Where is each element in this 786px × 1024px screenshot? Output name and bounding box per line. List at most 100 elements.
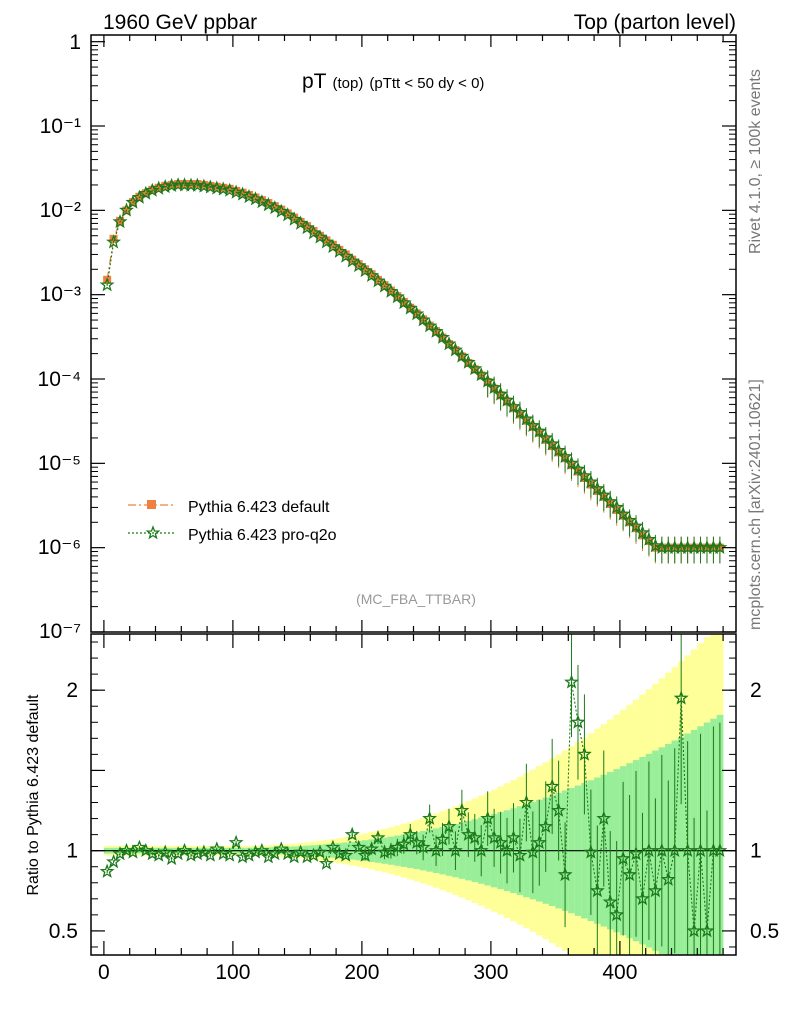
ratio-y-tick-1-left: 1 (66, 840, 78, 863)
legend-marker-square (147, 500, 156, 509)
ratio-point-star (125, 844, 141, 859)
data-point-star (506, 398, 521, 413)
ratio-point-star (712, 842, 728, 857)
ratio-point-star (338, 847, 354, 862)
data-point-star (409, 306, 425, 321)
data-point-star (222, 182, 238, 197)
ratio-point-star (131, 839, 147, 854)
data-point-square (161, 181, 170, 190)
title-cut: (pTtt < 50 dy < 0) (369, 75, 484, 92)
data-point-square (374, 275, 383, 284)
ratio-point-star (576, 746, 592, 761)
data-point-square (257, 196, 266, 205)
data-point-star (396, 294, 412, 310)
ratio-point-star (460, 826, 476, 842)
ratio-point-star (544, 778, 560, 793)
ratio-point-star (557, 866, 573, 882)
data-point-square (309, 226, 318, 235)
data-point-star (125, 194, 141, 209)
x-tick-0: 0 (98, 961, 110, 984)
ratio-point-star (415, 839, 431, 854)
data-point-star (299, 219, 315, 235)
ratio-point-star (467, 829, 483, 845)
ratio-point-star (228, 834, 244, 849)
data-point-star (402, 300, 418, 315)
data-point-star (576, 468, 592, 483)
data-point-star (286, 211, 302, 226)
data-point-star (370, 273, 386, 288)
y-tick-label-1e-2: 10⁻² (40, 199, 81, 222)
data-point-star (228, 184, 244, 199)
data-point-star (525, 417, 541, 433)
data-point-star (583, 474, 599, 489)
data-point-star (544, 436, 560, 451)
data-point-star (480, 373, 496, 388)
data-point-star (248, 191, 263, 206)
ratio-point-star (518, 794, 534, 809)
data-point-square (322, 236, 331, 245)
data-point-star (196, 178, 212, 193)
ratio-y-tick-0.5-right: 0.5 (750, 920, 779, 943)
ratio-point-star (609, 907, 625, 922)
ratio-point-star (647, 882, 663, 898)
analysis-tag: (MC_FBA_TTBAR) (356, 591, 476, 607)
x-tick-labels: 0 100 200 300 400 (98, 961, 637, 984)
ratio-point-star (583, 844, 599, 859)
data-point-star (589, 480, 605, 496)
ratio-point-star (686, 923, 702, 938)
ratio-point-star (564, 674, 579, 689)
ratio-point-star (699, 923, 715, 938)
ratio-point-star (402, 826, 418, 842)
data-point-star (241, 188, 257, 204)
data-point-square (367, 270, 376, 279)
data-point-star (273, 203, 289, 218)
series-line (106, 184, 720, 549)
y-tick-label-1e-5: 10⁻⁵ (38, 452, 81, 475)
ratio-point-star (551, 802, 567, 817)
data-point-square (386, 286, 395, 295)
data-point-star (157, 178, 173, 194)
y-tick-label-1: 1 (69, 31, 81, 54)
data-point-square (315, 231, 324, 240)
data-point-star (454, 348, 470, 363)
data-point-star (512, 404, 528, 419)
y-tick-label-1e-7: 10⁻⁷ (39, 620, 81, 643)
ratio-y-axis-title: Ratio to Pythia 6.423 default (25, 694, 42, 896)
x-tick-200: 200 (344, 961, 379, 984)
ratio-point-star (215, 846, 231, 861)
ratio-point-star (441, 818, 457, 834)
data-point-star (596, 487, 612, 502)
ratio-point-star (499, 842, 515, 857)
data-point-star (531, 423, 547, 438)
data-point-square (354, 260, 363, 269)
band-inner (677, 737, 685, 955)
data-point-star (447, 342, 463, 357)
data-point-square (232, 186, 241, 195)
main-plot-area (99, 177, 728, 564)
data-point-star (473, 367, 489, 382)
data-point-star (557, 448, 573, 463)
legend-marker-star (145, 525, 161, 540)
header-energy: 1960 GeV ppbar (103, 11, 257, 34)
data-point-square (290, 213, 299, 222)
data-point-square (303, 222, 312, 231)
ratio-point-star (589, 882, 605, 898)
ratio-point-star (596, 810, 612, 825)
ratio-point-star (570, 714, 586, 729)
ratio-point-star (106, 854, 122, 869)
ratio-point-star (538, 818, 554, 834)
series-line (106, 183, 720, 549)
ratio-y-tick-2-right: 2 (750, 679, 762, 702)
ratio-point-star (138, 842, 154, 857)
data-point-star (389, 289, 405, 304)
ratio-point-star (299, 849, 315, 864)
ratio-point-star (493, 834, 509, 849)
ratio-point-star (525, 844, 541, 859)
ratio-point-star (396, 836, 412, 851)
data-point-star (441, 336, 457, 351)
ratio-point-star (454, 802, 470, 817)
legend-label-proq2o: Pythia 6.423 pro-q2o (188, 527, 337, 544)
x-tick-300: 300 (473, 961, 508, 984)
ratio-point-star (622, 866, 638, 882)
